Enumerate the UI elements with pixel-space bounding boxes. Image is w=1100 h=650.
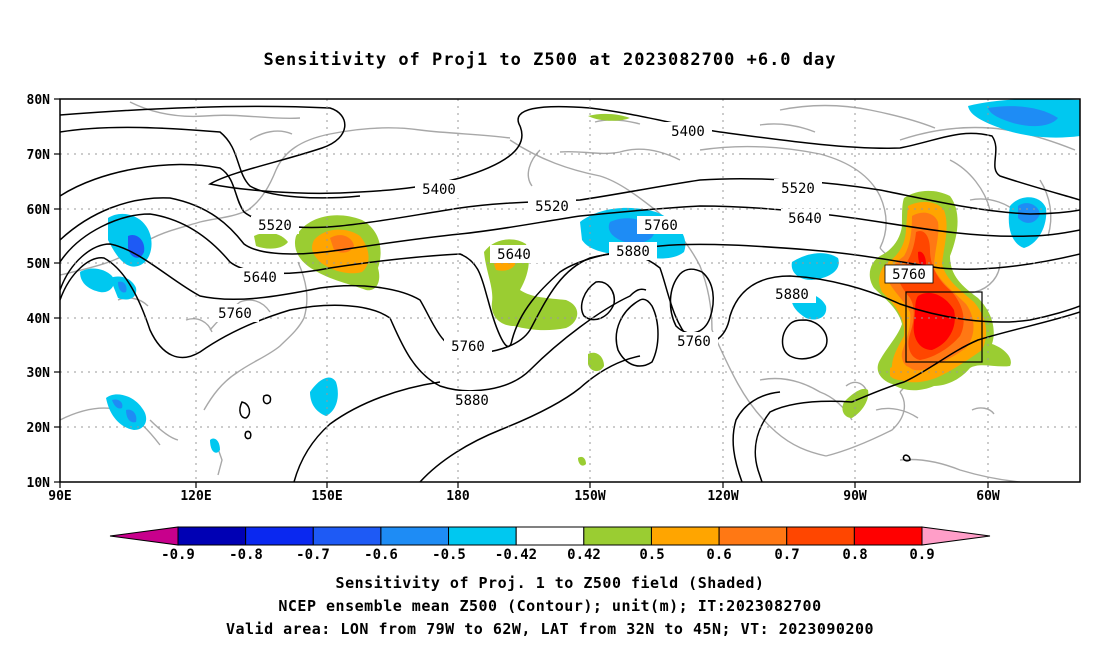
lon-tick-label: 150E [311,489,342,504]
colorbar-box [312,526,382,546]
contour-label: 5520 [251,216,299,234]
contour-label: 5760 [637,216,685,234]
valid-area-box [905,291,983,363]
svg-text:5760: 5760 [892,267,926,283]
svg-text:5760: 5760 [644,218,678,234]
colorbar-label: 0.9 [909,547,934,563]
colorbar-label: 0.7 [774,547,799,563]
lon-tick-label: 60W [976,489,1000,504]
svg-text:5640: 5640 [243,270,277,286]
contour-label: 5760 [211,304,259,322]
svg-text:5520: 5520 [781,181,815,197]
colorbar-label: -0.6 [364,547,398,563]
contour-label: 5760 [884,264,934,284]
lon-tick-label: 120W [707,489,738,504]
lon-tick-label: 90E [48,489,71,504]
svg-text:5760: 5760 [451,339,485,355]
svg-text:5880: 5880 [455,393,489,409]
colorbar-box [718,526,788,546]
colorbar-box [380,526,450,546]
svg-text:5760: 5760 [677,334,711,350]
colorbar-label: -0.9 [161,547,195,563]
contour-label: 5400 [664,122,712,140]
colorbar-boxes [177,526,923,546]
colorbar-box [786,526,855,546]
lon-tick-label: 150W [574,489,605,504]
lat-tick-label: 60N [27,203,51,218]
lat-tick-label: 50N [27,257,51,272]
contour-label: 5640 [490,245,538,263]
axis-ticks [54,98,989,488]
colorbar-label: 0.42 [567,547,601,563]
colorbar-box [245,526,314,546]
svg-text:5400: 5400 [671,124,705,140]
lat-tick-label: 80N [27,93,51,108]
plot-frame [59,98,1081,483]
colorbar-box [515,526,585,546]
lon-tick-label: 180 [446,489,470,504]
svg-text:5640: 5640 [788,211,822,227]
colorbar-box [583,526,652,546]
colorbar-label: -0.7 [296,547,330,563]
colorbar-high-arrow [921,526,991,546]
svg-text:5520: 5520 [535,199,569,215]
coastlines [60,101,1076,482]
caption-line-3: Valid area: LON from 79W to 62W, LAT fro… [225,620,875,638]
lon-tick-label: 120E [180,489,211,504]
colorbar-label: -0.42 [495,547,537,563]
contour-label: 5760 [444,337,492,355]
z500-contours [60,105,1080,482]
contour-label: 5880 [768,285,816,303]
contour-label: 5640 [236,268,284,286]
colorbar-label: -0.5 [432,547,466,563]
svg-text:5640: 5640 [497,247,531,263]
caption-line-1: Sensitivity of Proj. 1 to Z500 field (Sh… [335,574,765,592]
lat-tick-labels: 10N 20N 30N 40N 50N 60N 70N 80N [27,93,51,491]
lat-tick-label: 40N [27,312,51,327]
colorbar-box [853,526,923,546]
colorbar-box [650,526,720,546]
contour-label: 5520 [528,197,576,215]
lon-tick-label: 90W [843,489,867,504]
svg-text:5880: 5880 [775,287,809,303]
svg-text:5880: 5880 [616,244,650,260]
colorbar-box [177,526,247,546]
lat-tick-label: 30N [27,366,51,381]
lon-tick-labels: 90E 120E 150E 180 150W 120W 90W 60W [48,489,1000,504]
colorbar-label: 0.5 [639,547,664,563]
colorbar-label: -0.8 [229,547,263,563]
colorbar-label: 0.8 [842,547,867,563]
lat-tick-label: 70N [27,148,51,163]
contour-labels: 5400 5400 5520 5520 5520 5640 5640 5640 … [211,122,934,409]
contour-label: 5880 [609,242,657,260]
figure-title: Sensitivity of Proj1 to Z500 at 20230827… [263,50,837,70]
lat-tick-label: 10N [27,476,51,491]
contour-label: 5640 [781,209,829,227]
graticule [60,99,1080,482]
colorbar-low-arrow [109,526,179,546]
contour-label: 5760 [670,332,718,350]
contour-label: 5880 [448,391,496,409]
caption-line-2: NCEP ensemble mean Z500 (Contour); unit(… [278,597,822,615]
colorbar-labels: -0.9 -0.8 -0.7 -0.6 -0.5 -0.42 0.42 0.5 … [161,547,935,563]
colorbar-label: 0.6 [706,547,731,563]
contour-label: 5400 [415,180,463,198]
svg-text:5400: 5400 [422,182,456,198]
contour-label: 5520 [774,179,822,197]
colorbar: -0.9 -0.8 -0.7 -0.6 -0.5 -0.42 0.42 0.5 … [109,526,991,563]
svg-text:5520: 5520 [258,218,292,234]
colorbar-box [448,526,517,546]
svg-text:5760: 5760 [218,306,252,322]
lat-tick-label: 20N [27,421,51,436]
